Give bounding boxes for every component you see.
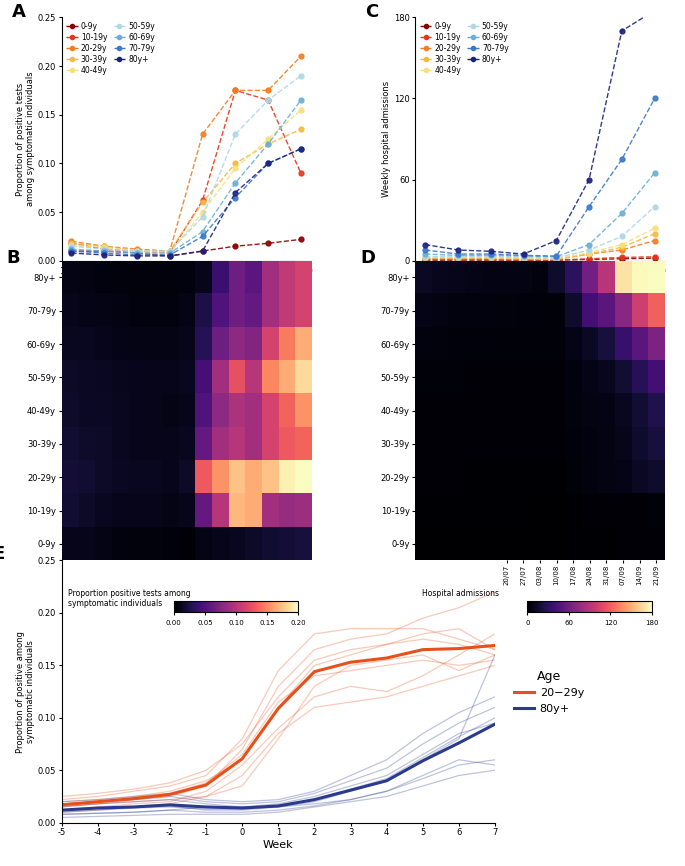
Legend: 0-9y, 10-19y, 20-29y, 30-39y, 40-49y, 50-59y, 60-69y, 70-79y, 80y+: 0-9y, 10-19y, 20-29y, 30-39y, 40-49y, 50… [417,19,512,78]
X-axis label: Week: Week [263,840,294,850]
Legend: 20−29y, 80y+: 20−29y, 80y+ [510,665,588,718]
Text: E: E [0,545,5,563]
Text: D: D [360,249,375,267]
Legend: 0-9y, 10-19y, 20-29y, 30-39y, 40-49y, 50-59y, 60-69y, 70-79y, 80y+: 0-9y, 10-19y, 20-29y, 30-39y, 40-49y, 50… [63,19,158,78]
Text: A: A [12,3,26,21]
Y-axis label: Proportion of positive among
symptomatic individuals: Proportion of positive among symptomatic… [16,630,35,753]
Y-axis label: Proportion of positive tests
among symptomatic individuals: Proportion of positive tests among sympt… [16,72,35,206]
Y-axis label: Weekly hospital admissions: Weekly hospital admissions [382,81,391,197]
Text: Hospital admissions: Hospital admissions [422,589,499,598]
Text: C: C [366,3,379,21]
Text: Proportion positive tests among
symptomatic individuals: Proportion positive tests among symptoma… [68,589,191,609]
Text: B: B [7,249,21,267]
